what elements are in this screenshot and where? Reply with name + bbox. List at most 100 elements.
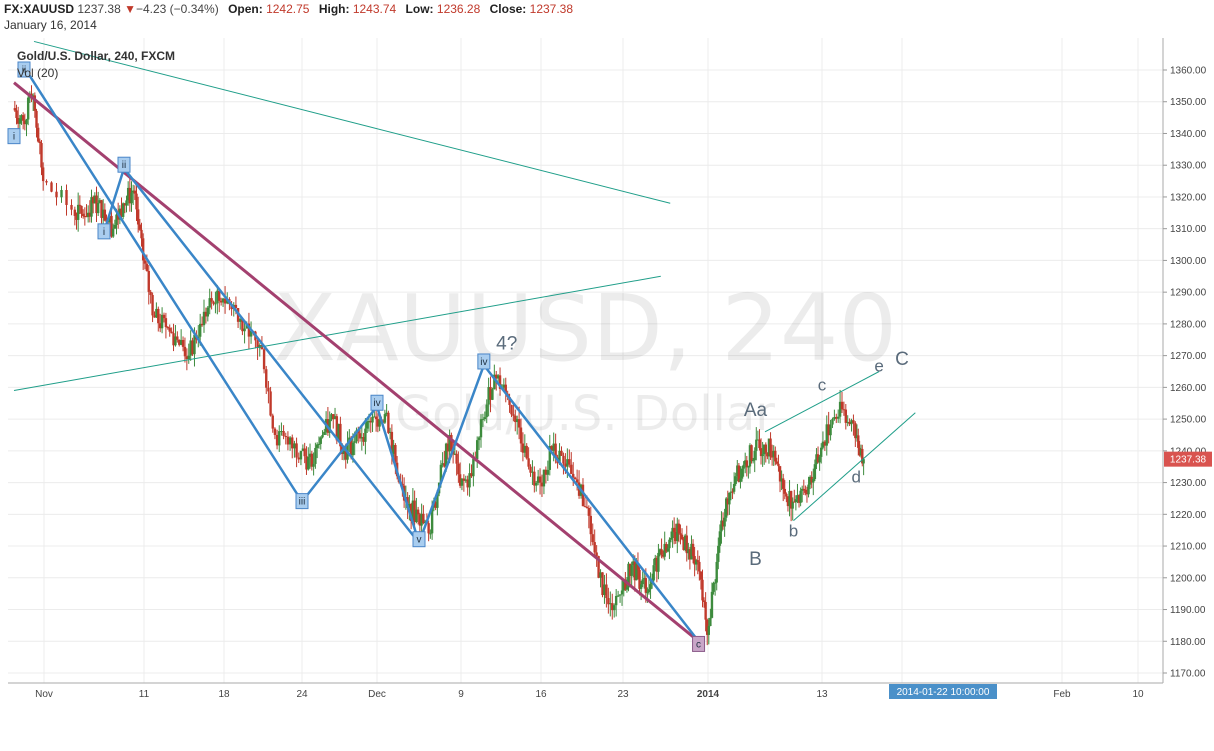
candle-body xyxy=(371,416,374,423)
candle-body xyxy=(86,212,90,217)
candle-body xyxy=(200,323,204,326)
trend-line[interactable] xyxy=(793,412,916,522)
candle-body xyxy=(351,442,355,456)
trend-line[interactable] xyxy=(33,40,671,204)
wave-label[interactable]: ii xyxy=(117,156,131,173)
candle-body xyxy=(715,561,718,583)
candle-body xyxy=(286,436,290,445)
candle-body xyxy=(221,298,225,303)
candle-body xyxy=(339,423,342,447)
candle-body xyxy=(191,340,194,355)
candle-body xyxy=(614,596,618,606)
channel-line[interactable] xyxy=(13,81,700,643)
y-tick-label: 1340.00 xyxy=(1170,129,1207,140)
candle-body xyxy=(654,557,657,566)
candle-body xyxy=(552,443,555,451)
candle-body xyxy=(378,419,381,427)
candle-body xyxy=(676,523,679,542)
candle-body xyxy=(725,498,728,518)
wave-label[interactable]: iv xyxy=(477,353,491,370)
candle-body xyxy=(850,420,853,425)
wave-label-box xyxy=(370,394,384,411)
candle-body xyxy=(855,435,859,439)
candle-body xyxy=(218,290,221,301)
candle-body xyxy=(472,458,475,477)
candle-body xyxy=(704,601,707,620)
price-axis[interactable]: 1170.00 1180.00 1190.00 1200.00 1210.00 1220.… xyxy=(1163,66,1207,680)
candle-body xyxy=(55,191,58,198)
candle-body xyxy=(638,569,641,589)
candle-body xyxy=(210,298,213,302)
candle-body xyxy=(291,437,294,449)
candle-body xyxy=(728,492,731,505)
wave-label[interactable]: c xyxy=(692,635,706,652)
wave-label[interactable]: ii xyxy=(17,61,31,78)
candle-body xyxy=(529,466,532,473)
y-tick-label: 1350.00 xyxy=(1170,97,1207,108)
candle-body xyxy=(131,190,135,193)
candle-body xyxy=(38,141,42,144)
candle-body xyxy=(538,476,542,483)
candle-body xyxy=(616,595,620,597)
wave-path[interactable] xyxy=(22,66,700,643)
wave-label[interactable]: iv xyxy=(370,394,384,411)
candle-body xyxy=(825,424,828,446)
candle-body xyxy=(729,491,733,493)
wave-label-box xyxy=(117,156,131,173)
candle-body xyxy=(123,203,127,206)
candle-body xyxy=(96,202,100,214)
candle-body xyxy=(658,549,662,553)
wave-label[interactable]: v xyxy=(412,531,426,548)
candle-body xyxy=(756,439,760,441)
candle-body xyxy=(680,534,684,540)
candle-body xyxy=(628,563,632,576)
candle-body xyxy=(103,209,107,221)
down-arrow-icon: ▼ xyxy=(124,2,136,16)
candle-body xyxy=(533,471,536,486)
low-label: Low: xyxy=(405,2,434,16)
candle-body xyxy=(846,421,849,423)
wave-text-label: e xyxy=(874,357,883,376)
candle-body xyxy=(284,435,287,437)
candle-body xyxy=(239,318,242,322)
wave-label[interactable]: i xyxy=(97,223,111,240)
candle-body xyxy=(493,374,496,390)
symbol-label[interactable]: FX:XAUUSD xyxy=(4,2,75,16)
trend-line[interactable] xyxy=(764,371,880,433)
candle-body xyxy=(802,488,805,490)
candle-body xyxy=(635,563,638,581)
candle-body xyxy=(133,190,137,194)
candle-body xyxy=(796,495,799,500)
candle-body xyxy=(766,452,769,457)
candle-body xyxy=(164,318,168,328)
candle-body xyxy=(367,420,371,422)
candle-body xyxy=(769,438,772,457)
candle-body xyxy=(710,591,714,618)
wave-label[interactable]: iii xyxy=(295,493,309,510)
candle-body xyxy=(789,490,793,509)
candle-body xyxy=(385,412,388,415)
candle-body xyxy=(365,421,369,429)
watermark-symbol: XAUUSD, 240 xyxy=(273,275,897,382)
trend-line[interactable] xyxy=(13,275,661,392)
wave-label-text: ii xyxy=(22,65,26,76)
candle-body xyxy=(820,447,823,457)
candle-body xyxy=(496,375,500,379)
candle-body xyxy=(16,118,20,124)
low-value: 1236.28 xyxy=(436,2,481,16)
candle-body xyxy=(126,187,130,201)
x-tick-label: 9 xyxy=(458,689,464,700)
candle-body xyxy=(479,419,483,438)
header-date: January 16, 2014 xyxy=(4,18,97,32)
wave-label[interactable]: i xyxy=(7,128,21,145)
chart-header: FX:XAUUSD 1237.38 ▼−4.23 (−0.34%) Open: … xyxy=(4,2,573,17)
candle-body xyxy=(737,465,741,482)
candle-body xyxy=(852,420,855,424)
candle-body xyxy=(439,464,443,483)
candle-body xyxy=(632,561,635,566)
wave-text-label: C xyxy=(895,349,909,370)
y-tick-label: 1260.00 xyxy=(1170,383,1207,394)
candle-body xyxy=(198,323,202,337)
candle-body xyxy=(455,453,458,464)
